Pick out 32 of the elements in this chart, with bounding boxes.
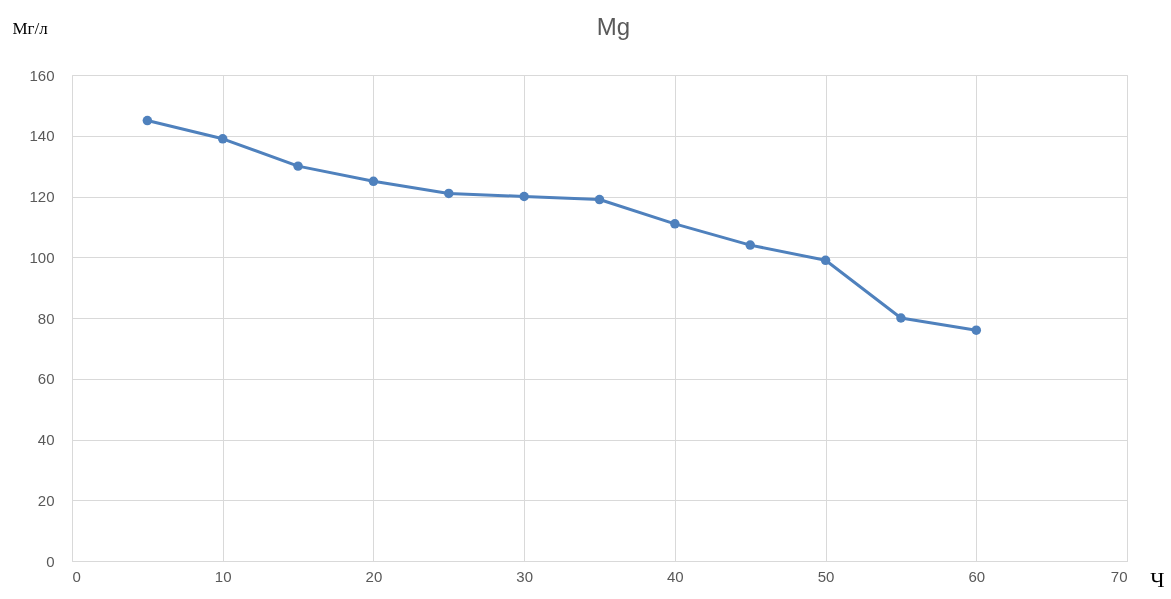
x-tick-label: 0 [72,567,81,585]
x-axis-title: Ч [1150,566,1165,592]
x-tick-label: 40 [667,567,684,585]
x-tick-label: 30 [516,567,533,585]
point [971,325,982,335]
point [896,313,906,323]
y-tick-label: 40 [37,431,55,448]
point [142,115,153,126]
y-tick-label: 20 [37,491,55,509]
y-tick-label: 140 [29,127,55,145]
point [444,188,454,199]
point [670,219,680,229]
x-tick-label: 60 [968,567,986,585]
point [820,255,831,266]
point [745,240,755,250]
point [368,176,379,187]
y-tick-label: 160 [29,66,55,84]
x-tick-label: 70 [1110,567,1128,585]
point [293,161,303,171]
x-tick-label: 10 [214,567,232,585]
y-tick-label: 60 [37,370,55,388]
y-tick-label: 100 [29,248,55,266]
x-tick-label: 20 [365,567,383,585]
y-tick-label: 120 [29,188,55,205]
y-tick-label: 0 [46,552,55,570]
point [217,134,228,144]
point [594,194,605,205]
chart-title: Mg [596,13,631,40]
y-tick-label: 80 [37,309,55,327]
x-tick-label: 50 [817,567,835,585]
point [519,191,529,202]
y-axis-title: Мг/л [12,18,49,38]
